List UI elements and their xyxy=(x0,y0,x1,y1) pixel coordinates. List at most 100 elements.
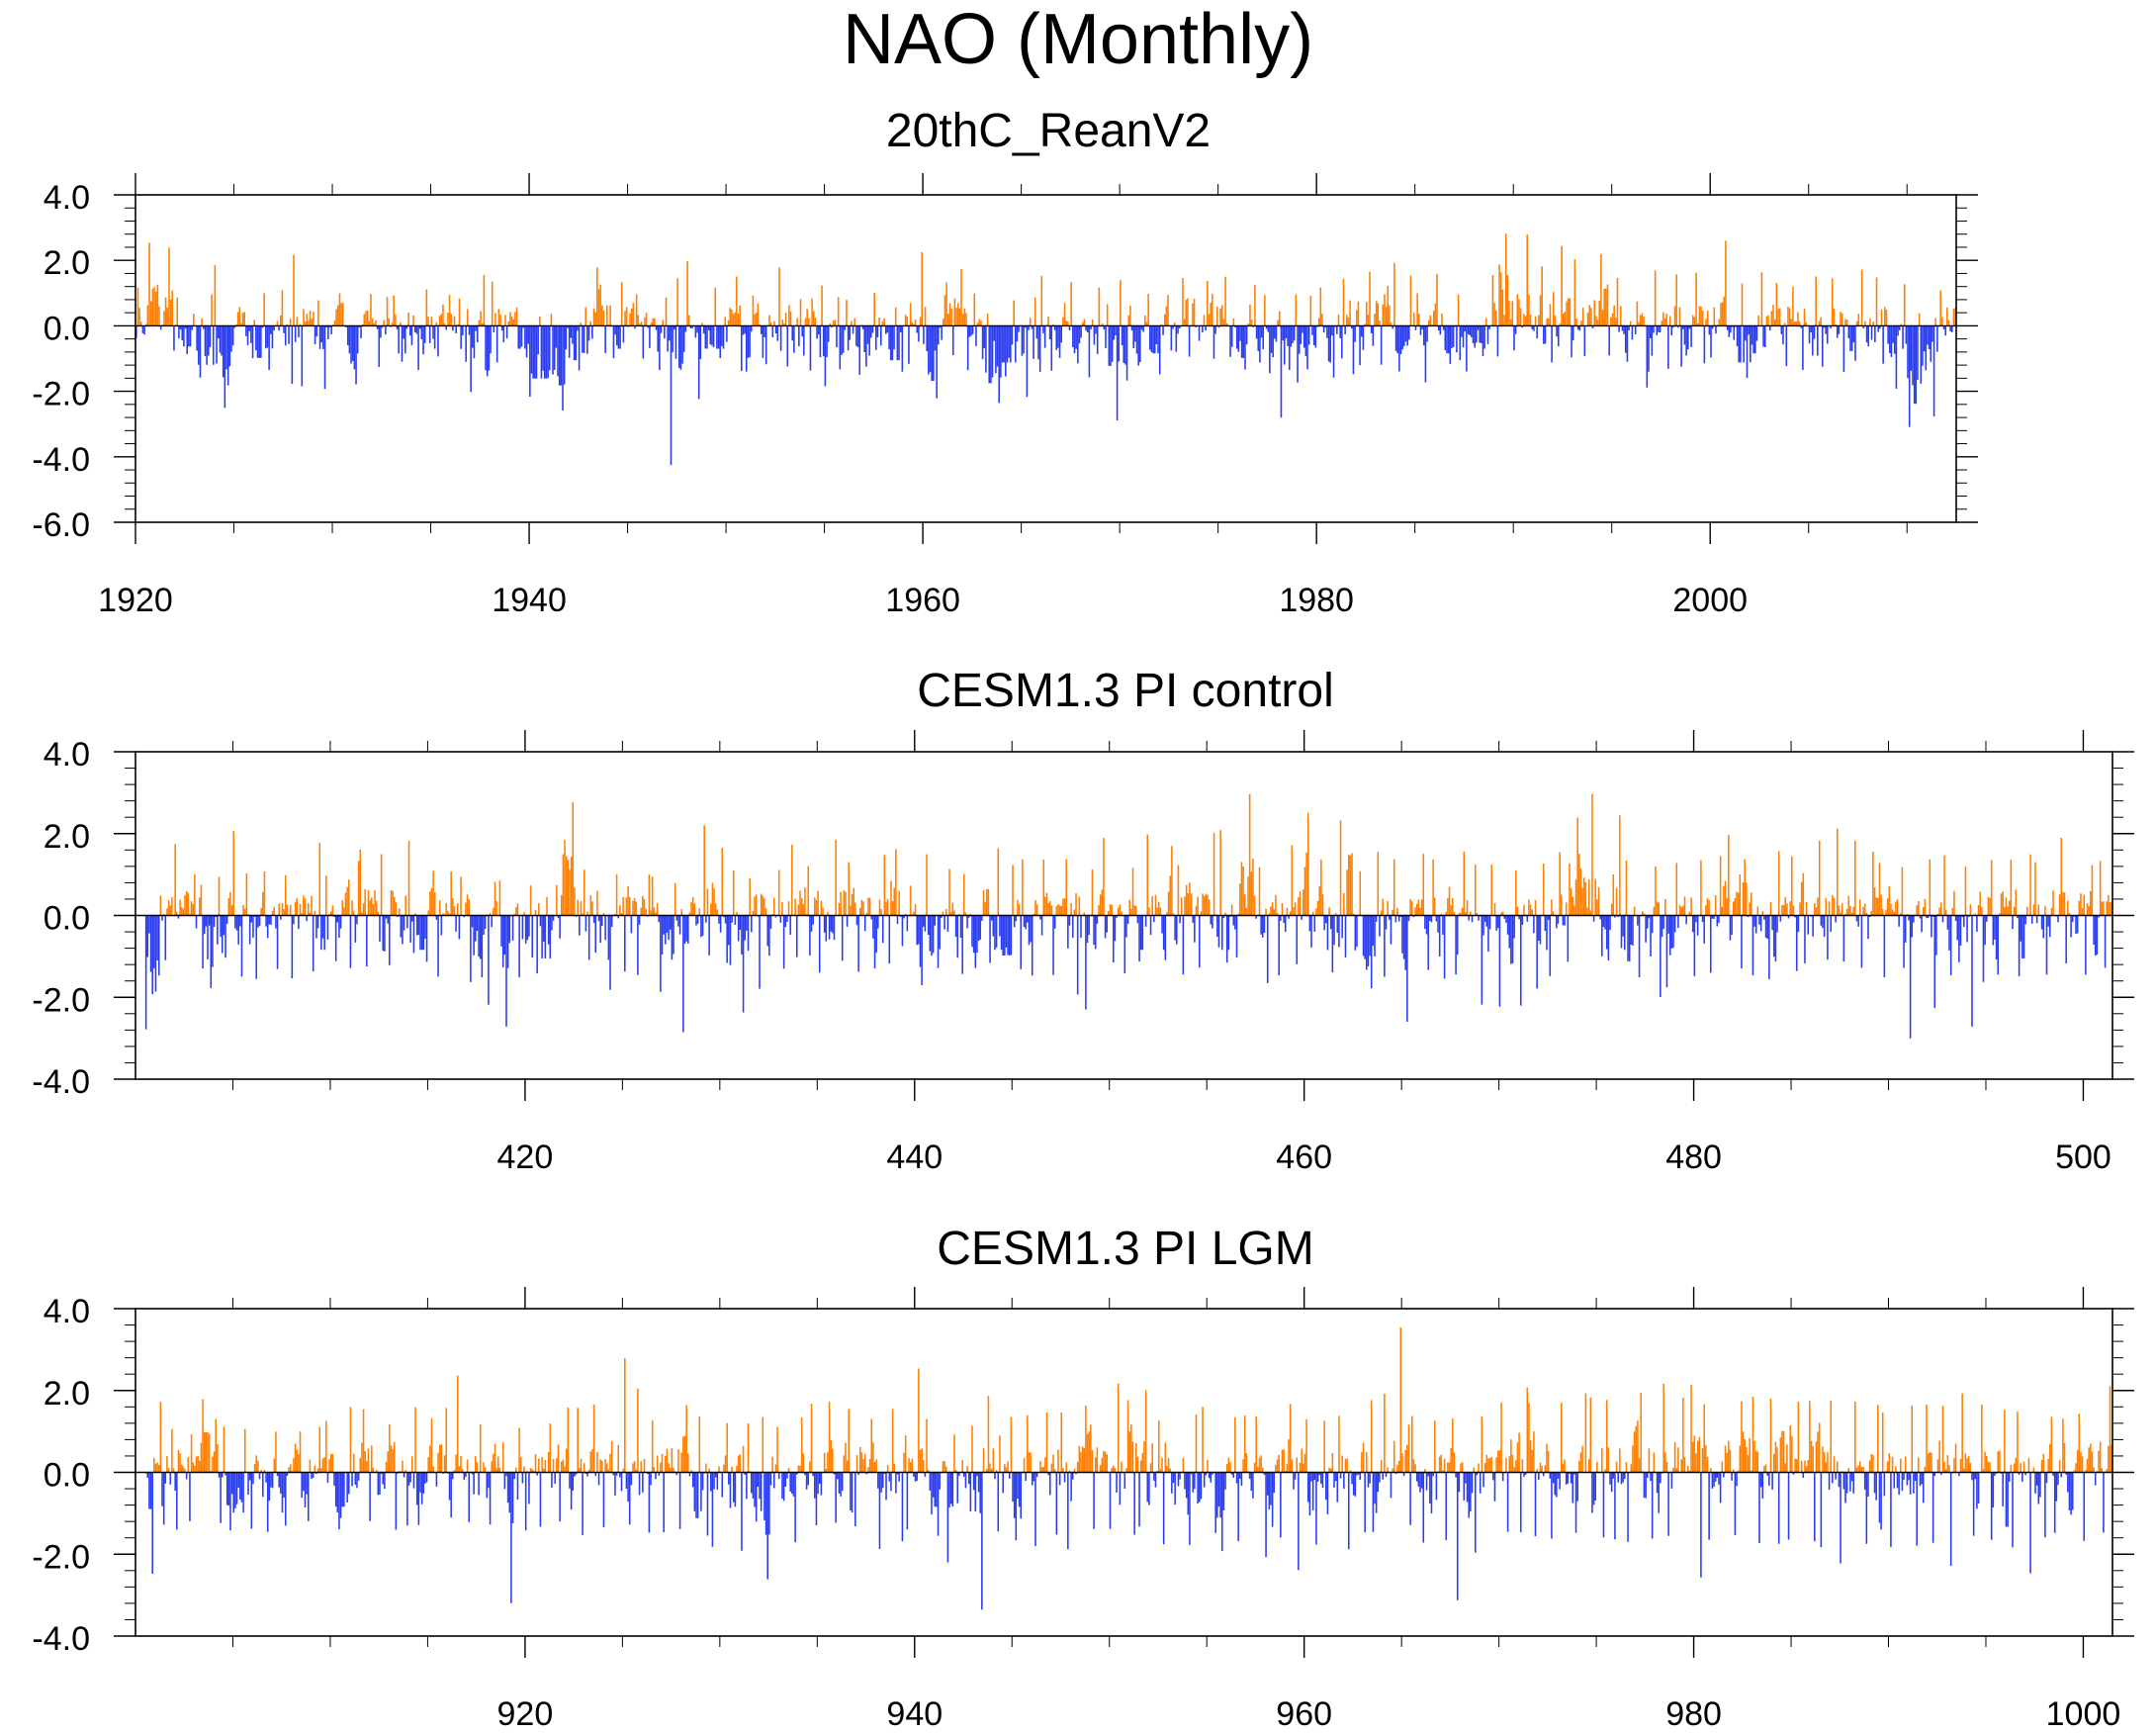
monthly-bar xyxy=(1409,898,1411,916)
monthly-bar xyxy=(558,325,561,386)
monthly-bar xyxy=(1836,828,1839,916)
monthly-bar xyxy=(1589,1397,1592,1473)
main-title: NAO (Monthly) xyxy=(842,0,1314,79)
monthly-bar xyxy=(1884,307,1886,326)
monthly-bar xyxy=(1057,904,1059,916)
monthly-bar xyxy=(1219,308,1221,326)
monthly-bar xyxy=(1690,1384,1692,1473)
monthly-bar xyxy=(863,915,866,932)
monthly-bar xyxy=(2032,904,2035,916)
monthly-bar xyxy=(1601,1447,1603,1473)
monthly-bar xyxy=(495,1468,497,1473)
monthly-bar xyxy=(2060,1472,2063,1478)
monthly-bar xyxy=(691,325,693,328)
monthly-bar xyxy=(663,1472,665,1533)
monthly-bar xyxy=(1587,879,1590,916)
monthly-bar xyxy=(1904,1456,1907,1473)
monthly-bar xyxy=(1030,1452,1032,1473)
monthly-bar xyxy=(1169,875,1172,916)
monthly-bar xyxy=(1919,915,1922,919)
monthly-bar xyxy=(736,276,738,326)
monthly-bar xyxy=(1419,907,1421,916)
monthly-bar xyxy=(544,1460,547,1473)
monthly-bar xyxy=(1015,915,1018,922)
monthly-bar xyxy=(1749,1437,1751,1473)
monthly-bar xyxy=(528,915,530,937)
monthly-bar xyxy=(2029,1472,2031,1574)
monthly-bar xyxy=(652,318,655,326)
monthly-bar xyxy=(685,1405,687,1473)
monthly-bar xyxy=(294,1443,297,1473)
monthly-bar xyxy=(1936,325,1938,352)
monthly-bar xyxy=(1071,1472,1074,1480)
monthly-bar xyxy=(1070,903,1072,916)
monthly-bar xyxy=(1867,915,1869,940)
monthly-bar xyxy=(364,1450,366,1473)
monthly-bar xyxy=(1696,915,1699,936)
monthly-bar xyxy=(1278,915,1280,975)
monthly-bar xyxy=(1736,891,1738,916)
monthly-bar xyxy=(1421,325,1423,330)
monthly-bar xyxy=(820,1472,823,1496)
monthly-bar xyxy=(693,1472,696,1511)
monthly-bar xyxy=(1331,325,1333,336)
monthly-bar xyxy=(606,305,608,326)
monthly-bar xyxy=(372,904,375,916)
monthly-bar xyxy=(851,320,853,326)
monthly-bar xyxy=(833,915,836,941)
monthly-bar xyxy=(656,902,659,916)
monthly-bar xyxy=(473,1472,475,1495)
monthly-bar xyxy=(298,915,300,930)
monthly-bar xyxy=(798,325,800,347)
monthly-bar xyxy=(1638,321,1640,326)
monthly-bar xyxy=(505,915,507,1027)
monthly-bar xyxy=(1125,1468,1127,1473)
monthly-bar xyxy=(924,307,927,326)
monthly-bar xyxy=(1835,915,1837,923)
monthly-bar xyxy=(1867,1472,1869,1498)
monthly-bar xyxy=(1452,1418,1454,1473)
monthly-bar xyxy=(1479,1472,1482,1494)
monthly-bar xyxy=(1040,915,1043,936)
monthly-bar xyxy=(1063,898,1066,916)
monthly-bar xyxy=(1649,325,1652,339)
monthly-bar xyxy=(217,1444,219,1473)
monthly-bar xyxy=(466,894,469,916)
monthly-bar xyxy=(589,1451,592,1473)
monthly-bar xyxy=(1860,1467,1863,1473)
monthly-bar xyxy=(1496,915,1499,929)
monthly-bar xyxy=(771,1456,773,1473)
monthly-bar xyxy=(154,915,157,992)
monthly-bar xyxy=(1781,904,1783,916)
monthly-bar xyxy=(751,1472,753,1494)
monthly-bar xyxy=(572,802,575,916)
monthly-bar xyxy=(1010,325,1012,363)
monthly-bar xyxy=(1278,1454,1280,1473)
monthly-bar xyxy=(1250,1472,1253,1492)
monthly-bar xyxy=(1146,1472,1149,1503)
monthly-bar xyxy=(1600,253,1602,326)
monthly-bar xyxy=(627,1472,629,1503)
monthly-bar xyxy=(1234,915,1236,930)
monthly-bar xyxy=(1493,902,1496,916)
monthly-bar xyxy=(1425,1472,1428,1491)
monthly-bar xyxy=(1623,1472,1626,1480)
monthly-bar xyxy=(1266,1472,1269,1496)
monthly-bar xyxy=(1490,1457,1492,1473)
monthly-bar xyxy=(1175,325,1178,352)
monthly-bar xyxy=(1375,1472,1378,1513)
monthly-bar xyxy=(296,897,299,916)
monthly-bar xyxy=(262,1472,264,1498)
monthly-bar xyxy=(1470,911,1472,916)
monthly-bar xyxy=(926,325,929,352)
monthly-bar xyxy=(473,915,475,956)
monthly-bar xyxy=(1471,915,1474,923)
monthly-bar xyxy=(320,1468,322,1473)
monthly-bar xyxy=(1162,325,1164,335)
monthly-bar xyxy=(2035,1472,2038,1486)
monthly-bar xyxy=(403,915,405,931)
monthly-bar xyxy=(1134,325,1136,342)
monthly-bar xyxy=(1455,1472,1457,1478)
monthly-bar xyxy=(168,247,170,326)
monthly-bar xyxy=(762,895,764,916)
